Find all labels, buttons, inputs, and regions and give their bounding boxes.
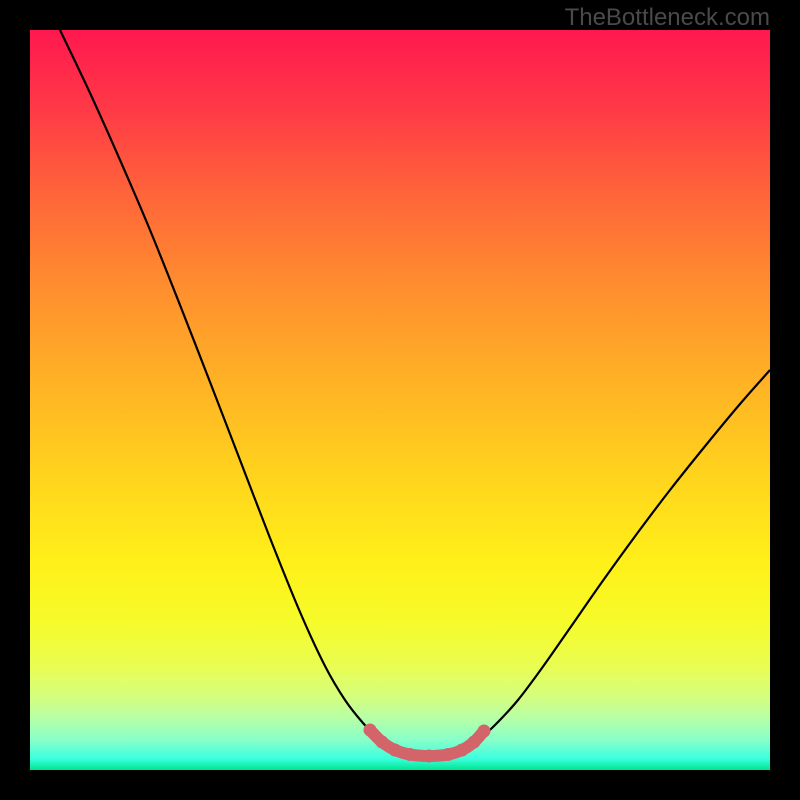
- highlight-dot: [364, 724, 377, 737]
- watermark-text: TheBottleneck.com: [565, 4, 770, 32]
- highlight-dot: [404, 748, 417, 761]
- highlight-dot: [442, 748, 455, 761]
- highlight-region: [364, 724, 491, 763]
- curve-layer: [30, 30, 770, 770]
- highlight-dot: [456, 744, 469, 757]
- highlight-dot: [376, 736, 389, 749]
- highlight-dot: [423, 750, 436, 763]
- plot-area: [30, 30, 770, 770]
- highlight-dot: [478, 725, 491, 738]
- highlight-dot: [468, 736, 481, 749]
- highlight-dot: [389, 744, 402, 757]
- bottleneck-curve: [60, 30, 770, 756]
